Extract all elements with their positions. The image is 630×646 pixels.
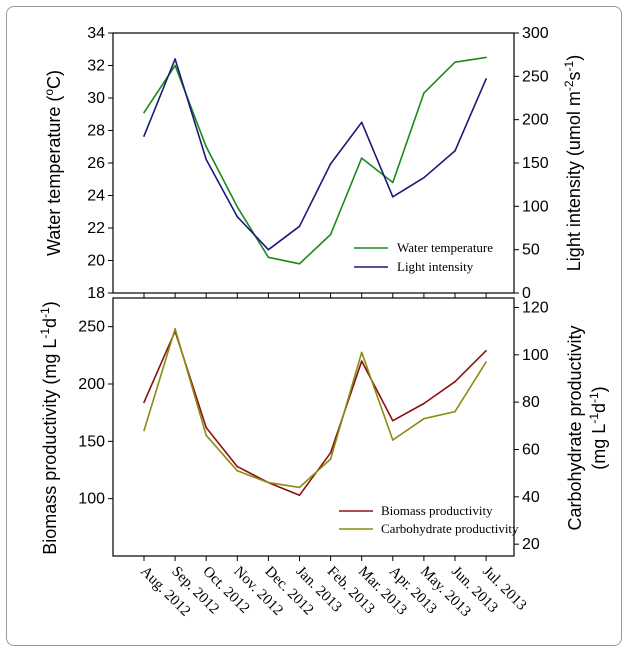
data-point-carbohydrate-productivity [454, 410, 456, 413]
data-point-light-intensity [298, 225, 301, 228]
data-point-water-temperature [174, 64, 176, 67]
right-tick-label: 100 [522, 347, 549, 364]
series-line-carbohydrate-productivity [143, 327, 487, 489]
data-point-carbohydrate-productivity [392, 439, 394, 441]
data-point-water-temperature [454, 61, 456, 64]
left-tick-label: 24 [87, 188, 105, 205]
right-tick-label: 150 [522, 155, 549, 172]
right-tick-label: 0 [522, 285, 531, 302]
right-tick-label: 50 [522, 242, 540, 259]
data-point-light-intensity [205, 158, 207, 161]
legend-label-carbohydrate: Carbohydrate productivity [381, 521, 519, 536]
data-point-carbohydrate-productivity [423, 417, 425, 420]
data-point-water-temperature [329, 233, 332, 236]
data-point-biomass-productivity [485, 349, 487, 352]
bottom-left-axis-title: Biomass productivity (mg L-1d-1) [38, 301, 60, 554]
right-tick-label: 60 [522, 441, 540, 458]
left-tick-label: 150 [78, 433, 105, 450]
right-tick-label: 20 [522, 536, 540, 553]
left-tick-label: 22 [87, 220, 105, 237]
right-tick-label: 80 [522, 394, 540, 411]
data-point-water-temperature [485, 56, 487, 59]
data-point-water-temperature [392, 181, 394, 184]
data-point-carbohydrate-productivity [485, 361, 487, 363]
legend-label-water-temperature: Water temperature [397, 240, 493, 255]
bottom-legend: Biomass productivity Carbohydrate produc… [339, 503, 519, 536]
left-tick-label: 32 [87, 58, 105, 75]
right-tick-label: 250 [522, 68, 549, 85]
left-tick-label: 100 [78, 491, 105, 508]
data-point-light-intensity [329, 163, 332, 165]
left-tick-label: 20 [87, 253, 105, 270]
left-tick-label: 34 [87, 25, 105, 42]
data-point-light-intensity [485, 78, 487, 80]
right-tick-label: 300 [522, 25, 549, 42]
bottom-panel-frame [112, 297, 515, 557]
top-legend: Water temperature Light intensity [354, 240, 493, 274]
data-point-biomass-productivity [454, 380, 456, 383]
bottom-right-axis-title-line2: (mg L-1d-1) [587, 386, 609, 469]
data-point-carbohydrate-productivity [267, 481, 270, 484]
data-point-light-intensity [174, 58, 176, 60]
right-tick-label: 200 [522, 112, 549, 129]
left-tick-label: 250 [78, 319, 105, 336]
data-point-biomass-productivity [423, 402, 425, 405]
data-point-water-temperature [360, 157, 363, 159]
data-point-biomass-productivity [143, 401, 145, 404]
data-point-carbohydrate-productivity [236, 469, 239, 472]
series-line-light-intensity [143, 58, 487, 251]
right-tick-label: 120 [522, 299, 549, 316]
data-point-water-temperature [205, 145, 207, 148]
data-point-carbohydrate-productivity [174, 327, 176, 330]
right-tick-label: 100 [522, 198, 549, 215]
right-tick-label: 40 [522, 489, 540, 506]
data-point-biomass-productivity [298, 494, 301, 497]
data-point-water-temperature [267, 256, 270, 259]
data-point-carbohydrate-productivity [205, 434, 207, 437]
data-point-light-intensity [360, 121, 363, 124]
chart-figure: 18 20 22 24 26 28 30 32 34 0 50 100 150 200 250 300 100 1… [38, 25, 609, 620]
top-right-axis-title: Light intensity (umol m-2s-1) [562, 55, 584, 271]
legend-label-light-intensity: Light intensity [397, 259, 474, 274]
data-point-biomass-productivity [360, 360, 363, 362]
data-point-water-temperature [236, 206, 239, 208]
left-tick-label: 28 [87, 123, 105, 140]
data-point-carbohydrate-productivity [143, 429, 145, 432]
data-point-carbohydrate-productivity [329, 458, 332, 460]
series-line-biomass-productivity [143, 330, 487, 497]
data-point-light-intensity [236, 215, 239, 218]
data-point-carbohydrate-productivity [298, 486, 301, 489]
data-point-biomass-productivity [392, 419, 394, 422]
top-left-axis-title: Water temperature (oC) [42, 70, 64, 256]
left-tick-label: 200 [78, 376, 105, 393]
data-point-light-intensity [143, 135, 145, 137]
data-point-light-intensity [267, 248, 270, 251]
data-point-water-temperature [298, 262, 301, 265]
left-tick-label: 18 [87, 285, 105, 302]
data-point-light-intensity [423, 176, 425, 179]
data-point-carbohydrate-productivity [360, 351, 363, 354]
left-tick-label: 26 [87, 155, 105, 172]
data-point-light-intensity [454, 150, 456, 152]
data-point-biomass-productivity [329, 452, 332, 454]
bottom-right-axis-title-line1: Carbohydrate productivity [565, 325, 585, 530]
data-point-water-temperature [423, 92, 425, 94]
legend-label-biomass: Biomass productivity [381, 503, 493, 518]
data-point-light-intensity [392, 196, 394, 198]
data-point-water-temperature [143, 111, 145, 114]
left-tick-label: 30 [87, 90, 105, 107]
data-point-biomass-productivity [205, 426, 207, 429]
data-point-biomass-productivity [236, 465, 239, 468]
series-line-water-temperature [143, 56, 487, 265]
